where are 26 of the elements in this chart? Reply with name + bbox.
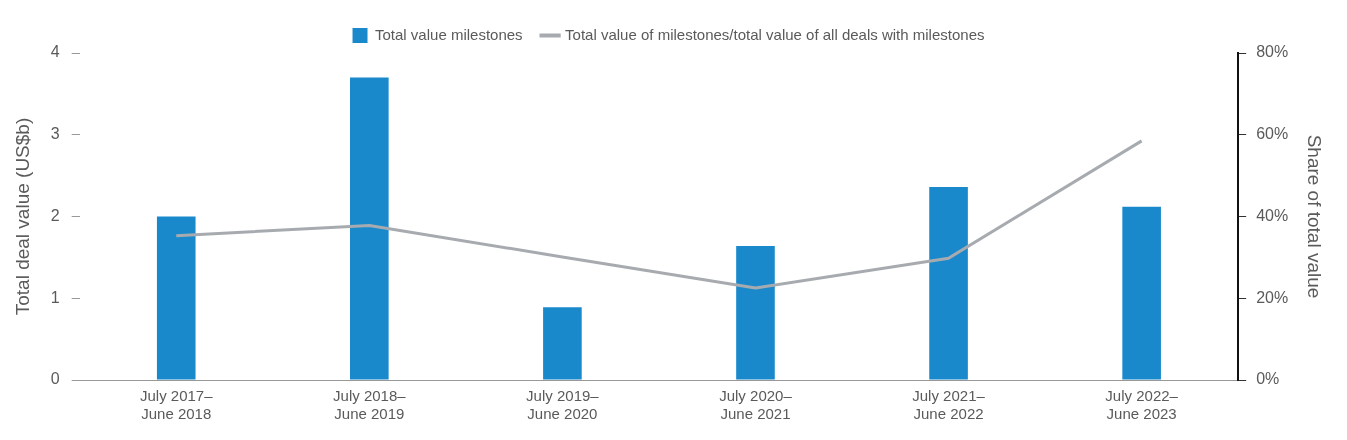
y-tick-label: 3 [50, 125, 60, 143]
y2-tick-label: 40% [1256, 206, 1289, 224]
x-tick-label: July 2020– June 2021 [719, 387, 793, 423]
y-tick-label: 4 [50, 43, 60, 61]
bar [929, 187, 968, 380]
bar [156, 216, 196, 380]
y2-tick-label: 80% [1256, 43, 1289, 61]
legend-label: Total value milestones [375, 25, 523, 43]
y2-tick-label: 60% [1256, 125, 1289, 143]
y2-axis-title: Share of total value [1304, 134, 1326, 299]
y-tick-label: 1 [50, 288, 60, 306]
y2-tick-label: 20% [1256, 288, 1289, 306]
bar [736, 245, 775, 380]
bar [350, 77, 389, 380]
bar [543, 307, 582, 380]
x-tick-label: July 2019– June 2020 [526, 387, 600, 423]
y-tick-label: 0 [50, 370, 60, 388]
y2-tick-label: 0% [1256, 370, 1280, 388]
x-tick-label: July 2022– June 2023 [1105, 387, 1179, 423]
y-tick-label: 2 [50, 206, 60, 224]
x-tick-label: July 2018– June 2019 [333, 387, 407, 423]
legend-label: Total value of milestones/total value of all deals with milestones [565, 25, 985, 43]
x-tick-label: July 2017– June 2018 [139, 387, 214, 423]
y-axis-title: Total deal value (US$b) [11, 117, 33, 316]
x-tick-label: July 2021– June 2022 [912, 387, 986, 423]
bar [1122, 206, 1161, 380]
